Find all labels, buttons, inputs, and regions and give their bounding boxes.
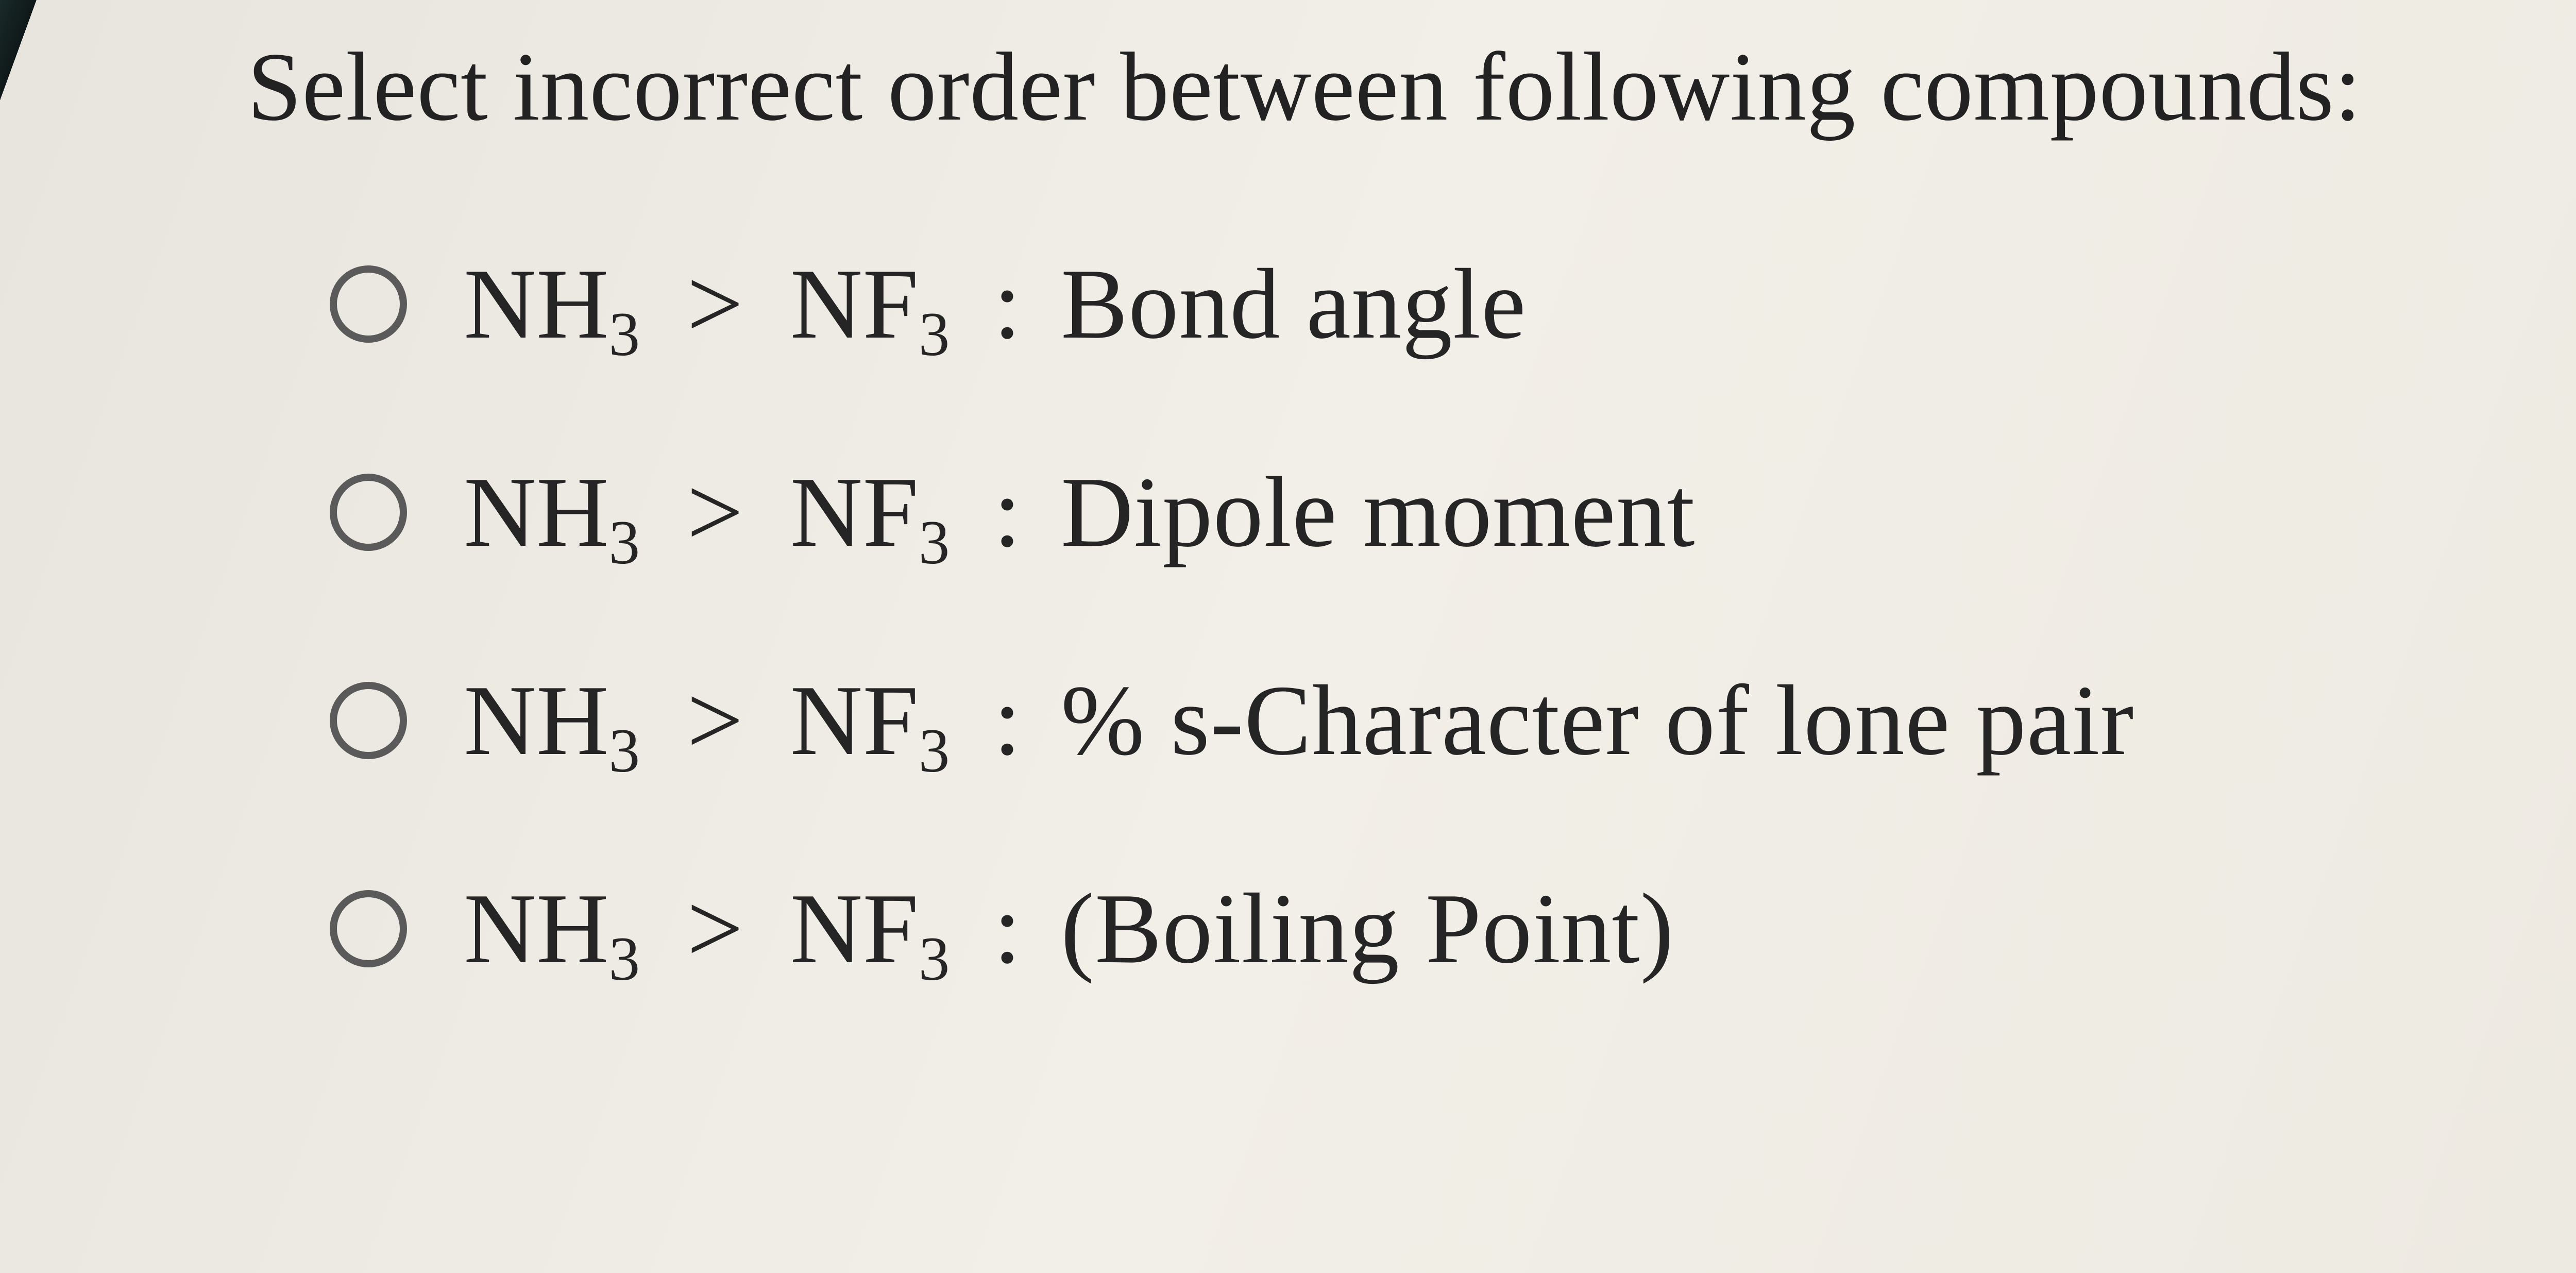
radio-icon[interactable] — [330, 682, 407, 759]
option-formula: NH3 > NF3 : (Boiling Point) — [464, 871, 1674, 986]
colon-symbol: : — [993, 873, 1021, 984]
option-property: Dipole moment — [1061, 457, 1696, 568]
radio-icon[interactable] — [330, 474, 407, 551]
lhs-sub: 3 — [609, 716, 640, 785]
rhs-base: NF — [790, 248, 919, 360]
rhs-sub: 3 — [919, 300, 950, 369]
colon-symbol: : — [993, 665, 1021, 776]
lhs-base: NH — [464, 665, 609, 776]
option-formula: NH3 > NF3 : Bond angle — [464, 246, 1527, 362]
rhs-base: NF — [790, 457, 919, 568]
option-formula: NH3 > NF3 : Dipole moment — [464, 455, 1696, 570]
option-row[interactable]: NH3 > NF3 : % s-Character of lone pair — [330, 663, 2576, 778]
rhs-base: NF — [790, 665, 919, 776]
lhs-base: NH — [464, 457, 609, 568]
lhs-base: NH — [464, 873, 609, 984]
question-page: Select incorrect order between following… — [0, 0, 2576, 986]
option-property: Bond angle — [1061, 248, 1527, 360]
radio-icon[interactable] — [330, 265, 407, 343]
rhs-base: NF — [790, 873, 919, 984]
greater-than-symbol: > — [687, 457, 743, 568]
rhs-sub: 3 — [919, 508, 950, 577]
option-row[interactable]: NH3 > NF3 : (Boiling Point) — [330, 871, 2576, 986]
greater-than-symbol: > — [687, 873, 743, 984]
lhs-sub: 3 — [609, 925, 640, 994]
lhs-base: NH — [464, 248, 609, 360]
lhs-sub: 3 — [609, 508, 640, 577]
option-property: (Boiling Point) — [1061, 873, 1674, 984]
colon-symbol: : — [993, 457, 1021, 568]
question-prompt: Select incorrect order between following… — [247, 31, 2576, 143]
rhs-sub: 3 — [919, 925, 950, 994]
greater-than-symbol: > — [687, 665, 743, 776]
option-row[interactable]: NH3 > NF3 : Dipole moment — [330, 455, 2576, 570]
rhs-sub: 3 — [919, 716, 950, 785]
radio-icon[interactable] — [330, 890, 407, 967]
option-row[interactable]: NH3 > NF3 : Bond angle — [330, 246, 2576, 362]
greater-than-symbol: > — [687, 248, 743, 360]
colon-symbol: : — [993, 248, 1021, 360]
option-property: % s-Character of lone pair — [1061, 665, 2134, 776]
option-formula: NH3 > NF3 : % s-Character of lone pair — [464, 663, 2134, 778]
options-list: NH3 > NF3 : Bond angle NH3 > NF3 : Dipol… — [247, 246, 2576, 986]
lhs-sub: 3 — [609, 300, 640, 369]
